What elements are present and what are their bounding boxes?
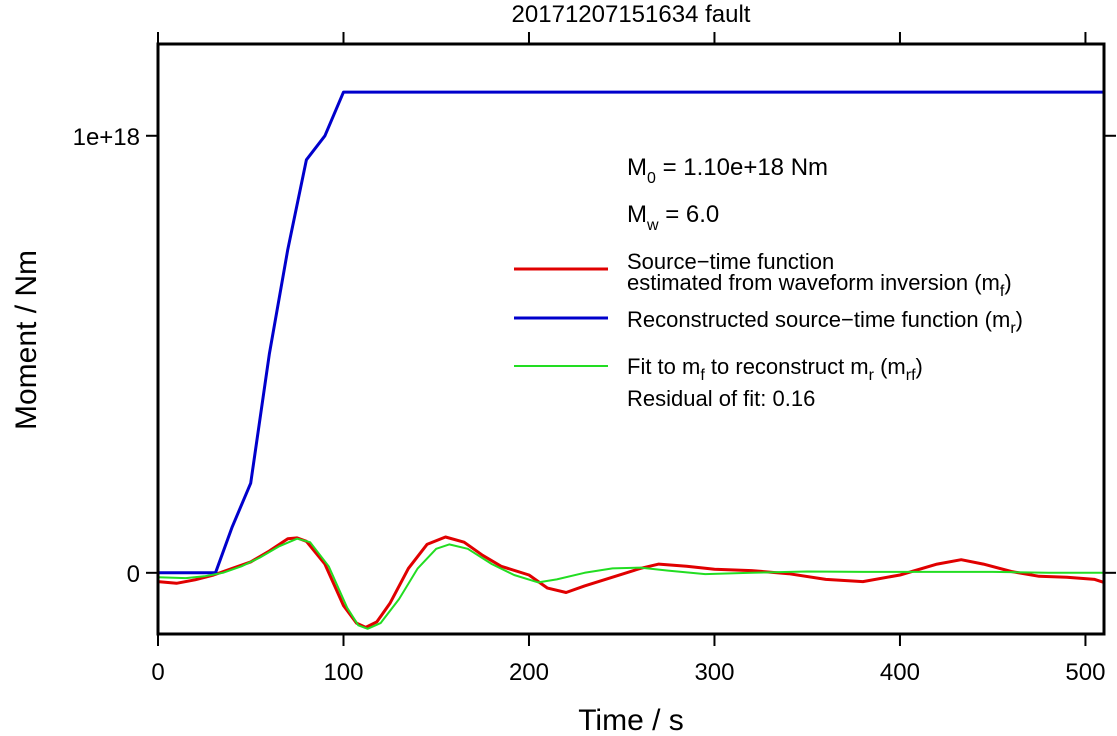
x-tick-label: 500 <box>1065 659 1105 686</box>
x-tick-label: 400 <box>880 659 920 686</box>
x-tick-label: 200 <box>509 659 549 686</box>
mw-annotation: Mw = 6.0 <box>627 201 719 234</box>
series-line-mrf <box>157 537 1104 630</box>
x-tick-label: 300 <box>694 659 734 686</box>
x-tick-label: 0 <box>151 659 164 686</box>
residual-annotation: Residual of fit: 0.16 <box>627 386 815 411</box>
legend-label-mf-line1: Source−time function <box>627 249 834 274</box>
legend-label-mr: Reconstructed source−time function (mr) <box>627 307 1023 337</box>
series-line-mf <box>157 535 1105 629</box>
legend-label-mf-line2: estimated from waveform inversion (mf) <box>627 270 1012 300</box>
chart-title: 20171207151634 fault <box>512 1 751 28</box>
m0-annotation: M0 = 1.10e+18 Nm <box>627 154 828 187</box>
x-tick-label: 100 <box>323 659 363 686</box>
axis-ticks: 0 100 200 300 400 500 0 1e+18 <box>73 32 1116 686</box>
y-tick-label: 0 <box>127 561 140 588</box>
legend: Source−time function estimated from wave… <box>514 249 1023 411</box>
legend-label-mrf: Fit to mf to reconstruct mr (mrf) <box>627 354 923 384</box>
series-line-mr <box>158 90 1104 575</box>
plot-frame <box>156 42 1106 636</box>
x-axis-title: Time / s <box>578 704 684 736</box>
y-axis-title: Moment / Nm <box>10 250 43 430</box>
y-tick-label: 1e+18 <box>73 124 140 151</box>
series-lines <box>157 90 1105 630</box>
